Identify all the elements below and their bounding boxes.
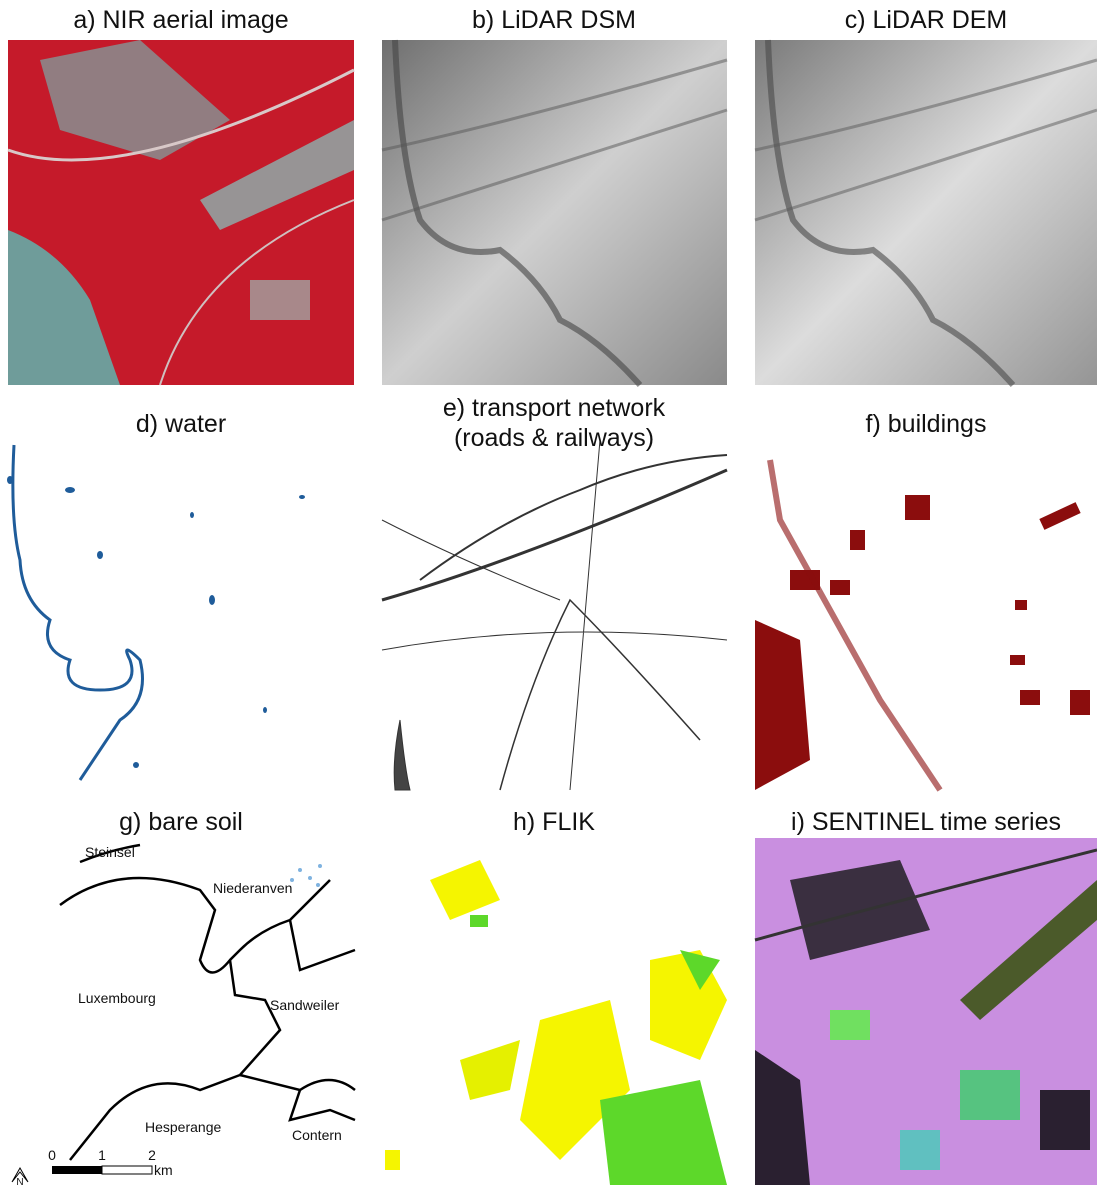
panel-title: f) buildings (866, 410, 987, 438)
panel-title: c) LiDAR DEM (845, 6, 1008, 34)
transport-map (382, 440, 727, 790)
figure: a) NIR aerial image b) LiDAR DSM c) LiDAR … (0, 0, 1097, 1185)
place-label: Niederanven (213, 880, 292, 896)
panel-title: d) water (136, 410, 226, 438)
dsm-image (382, 40, 727, 385)
panel-title: e) transport network (443, 394, 666, 422)
panel-title: i) SENTINEL time series (791, 808, 1061, 836)
panel-title: a) NIR aerial image (73, 6, 288, 34)
scale-label: 0 (48, 1147, 56, 1163)
scale-unit: km (154, 1162, 173, 1178)
sentinel-image (755, 838, 1097, 1185)
page: {"panels": [ {"title": "a) NIR aerial im… (0, 0, 1097, 1185)
north-label: N (16, 1177, 23, 1185)
buildings-map (755, 460, 1090, 790)
panel-title: g) bare soil (119, 808, 243, 836)
scale-label: 2 (148, 1147, 156, 1163)
dem-image (755, 40, 1097, 385)
place-label: Hesperange (145, 1119, 221, 1135)
place-label: Sandweiler (270, 997, 340, 1013)
scale-label: 1 (98, 1147, 106, 1163)
panel-title: (roads & railways) (454, 424, 654, 452)
place-label: Contern (292, 1127, 342, 1143)
flik-map (385, 860, 727, 1185)
panel-title: b) LiDAR DSM (472, 6, 636, 34)
nir-image (8, 40, 354, 385)
place-label: Luxembourg (78, 990, 156, 1006)
place-label: Steinsel (85, 844, 135, 860)
water-map (7, 445, 305, 780)
panel-title: h) FLIK (513, 808, 595, 836)
